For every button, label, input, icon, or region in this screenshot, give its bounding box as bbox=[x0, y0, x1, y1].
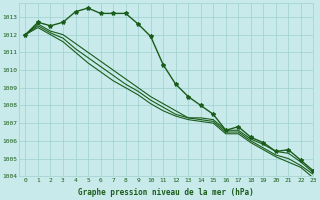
X-axis label: Graphe pression niveau de la mer (hPa): Graphe pression niveau de la mer (hPa) bbox=[78, 188, 254, 197]
